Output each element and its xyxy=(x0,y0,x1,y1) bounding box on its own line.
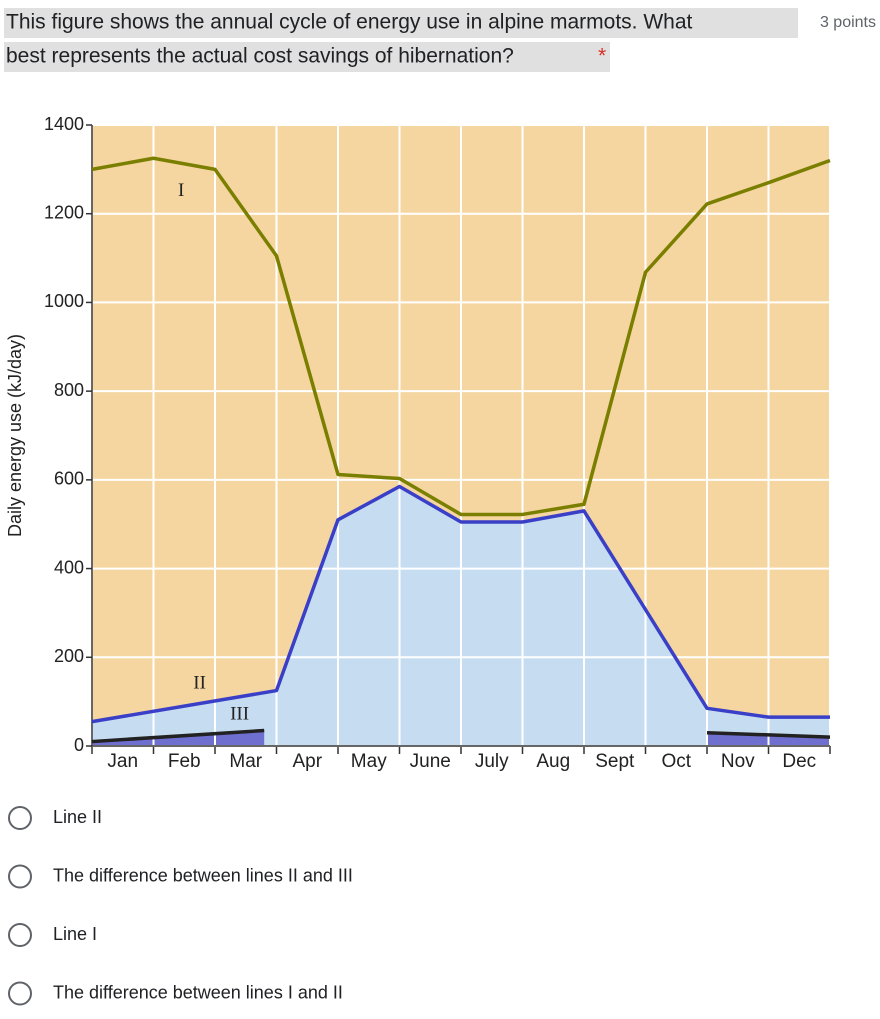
radio-button[interactable] xyxy=(8,864,32,889)
question-text: This figure shows the annual cycle of en… xyxy=(6,11,693,34)
options: Line II The difference between lines II a… xyxy=(8,806,353,1006)
x-tick-label: Apr xyxy=(292,751,322,772)
x-tick-label: May xyxy=(351,751,387,772)
chart: 0 200 400 600 800 1000 1200 1400 Jan Feb Mar Apr May… xyxy=(5,114,831,772)
y-tick-label: 800 xyxy=(54,380,84,400)
x-tick-label: Jan xyxy=(107,751,138,772)
x-tick-label: Dec xyxy=(782,751,816,772)
y-tick-label: 1000 xyxy=(44,291,84,311)
y-tick-label: 1400 xyxy=(44,114,84,134)
y-tick-label: 1200 xyxy=(44,202,84,222)
series-label: III xyxy=(230,703,249,724)
series-line xyxy=(91,156,831,517)
x-tick-label: Sept xyxy=(595,751,635,772)
option-label[interactable]: The difference between lines I and II xyxy=(53,982,343,1002)
x-tick-label: Oct xyxy=(661,751,691,772)
x-tick-label: July xyxy=(475,751,509,772)
option-label[interactable]: Line II xyxy=(53,807,102,827)
points: 3 points xyxy=(820,14,876,31)
radio-button[interactable] xyxy=(8,806,32,830)
x-tick-label: Nov xyxy=(721,751,755,772)
series-line xyxy=(91,728,831,744)
radio-button[interactable] xyxy=(8,923,32,947)
highlight xyxy=(4,42,610,72)
y-tick-label: 600 xyxy=(54,469,84,489)
required-mark: * xyxy=(598,45,606,68)
x-tick-label: June xyxy=(410,751,451,772)
x-tick-label: Feb xyxy=(168,751,201,772)
y-axis-label: Daily energy use (kJ/day) xyxy=(5,334,25,537)
question-text: best represents the actual cost savings … xyxy=(6,45,514,68)
highlight xyxy=(4,8,798,38)
option-label[interactable]: The difference between lines II and III xyxy=(53,865,353,885)
radio-button[interactable] xyxy=(8,981,32,1006)
option-label[interactable]: Line I xyxy=(53,924,97,944)
series-label: II xyxy=(193,672,206,693)
series-label: I xyxy=(178,180,184,201)
y-tick-label: 200 xyxy=(54,646,84,666)
y-tick-label: 400 xyxy=(54,557,84,577)
x-tick-label: Aug xyxy=(536,751,570,772)
y-tick-label: 0 xyxy=(74,735,84,755)
x-tick-label: Mar xyxy=(229,751,262,772)
series-line xyxy=(91,484,830,724)
